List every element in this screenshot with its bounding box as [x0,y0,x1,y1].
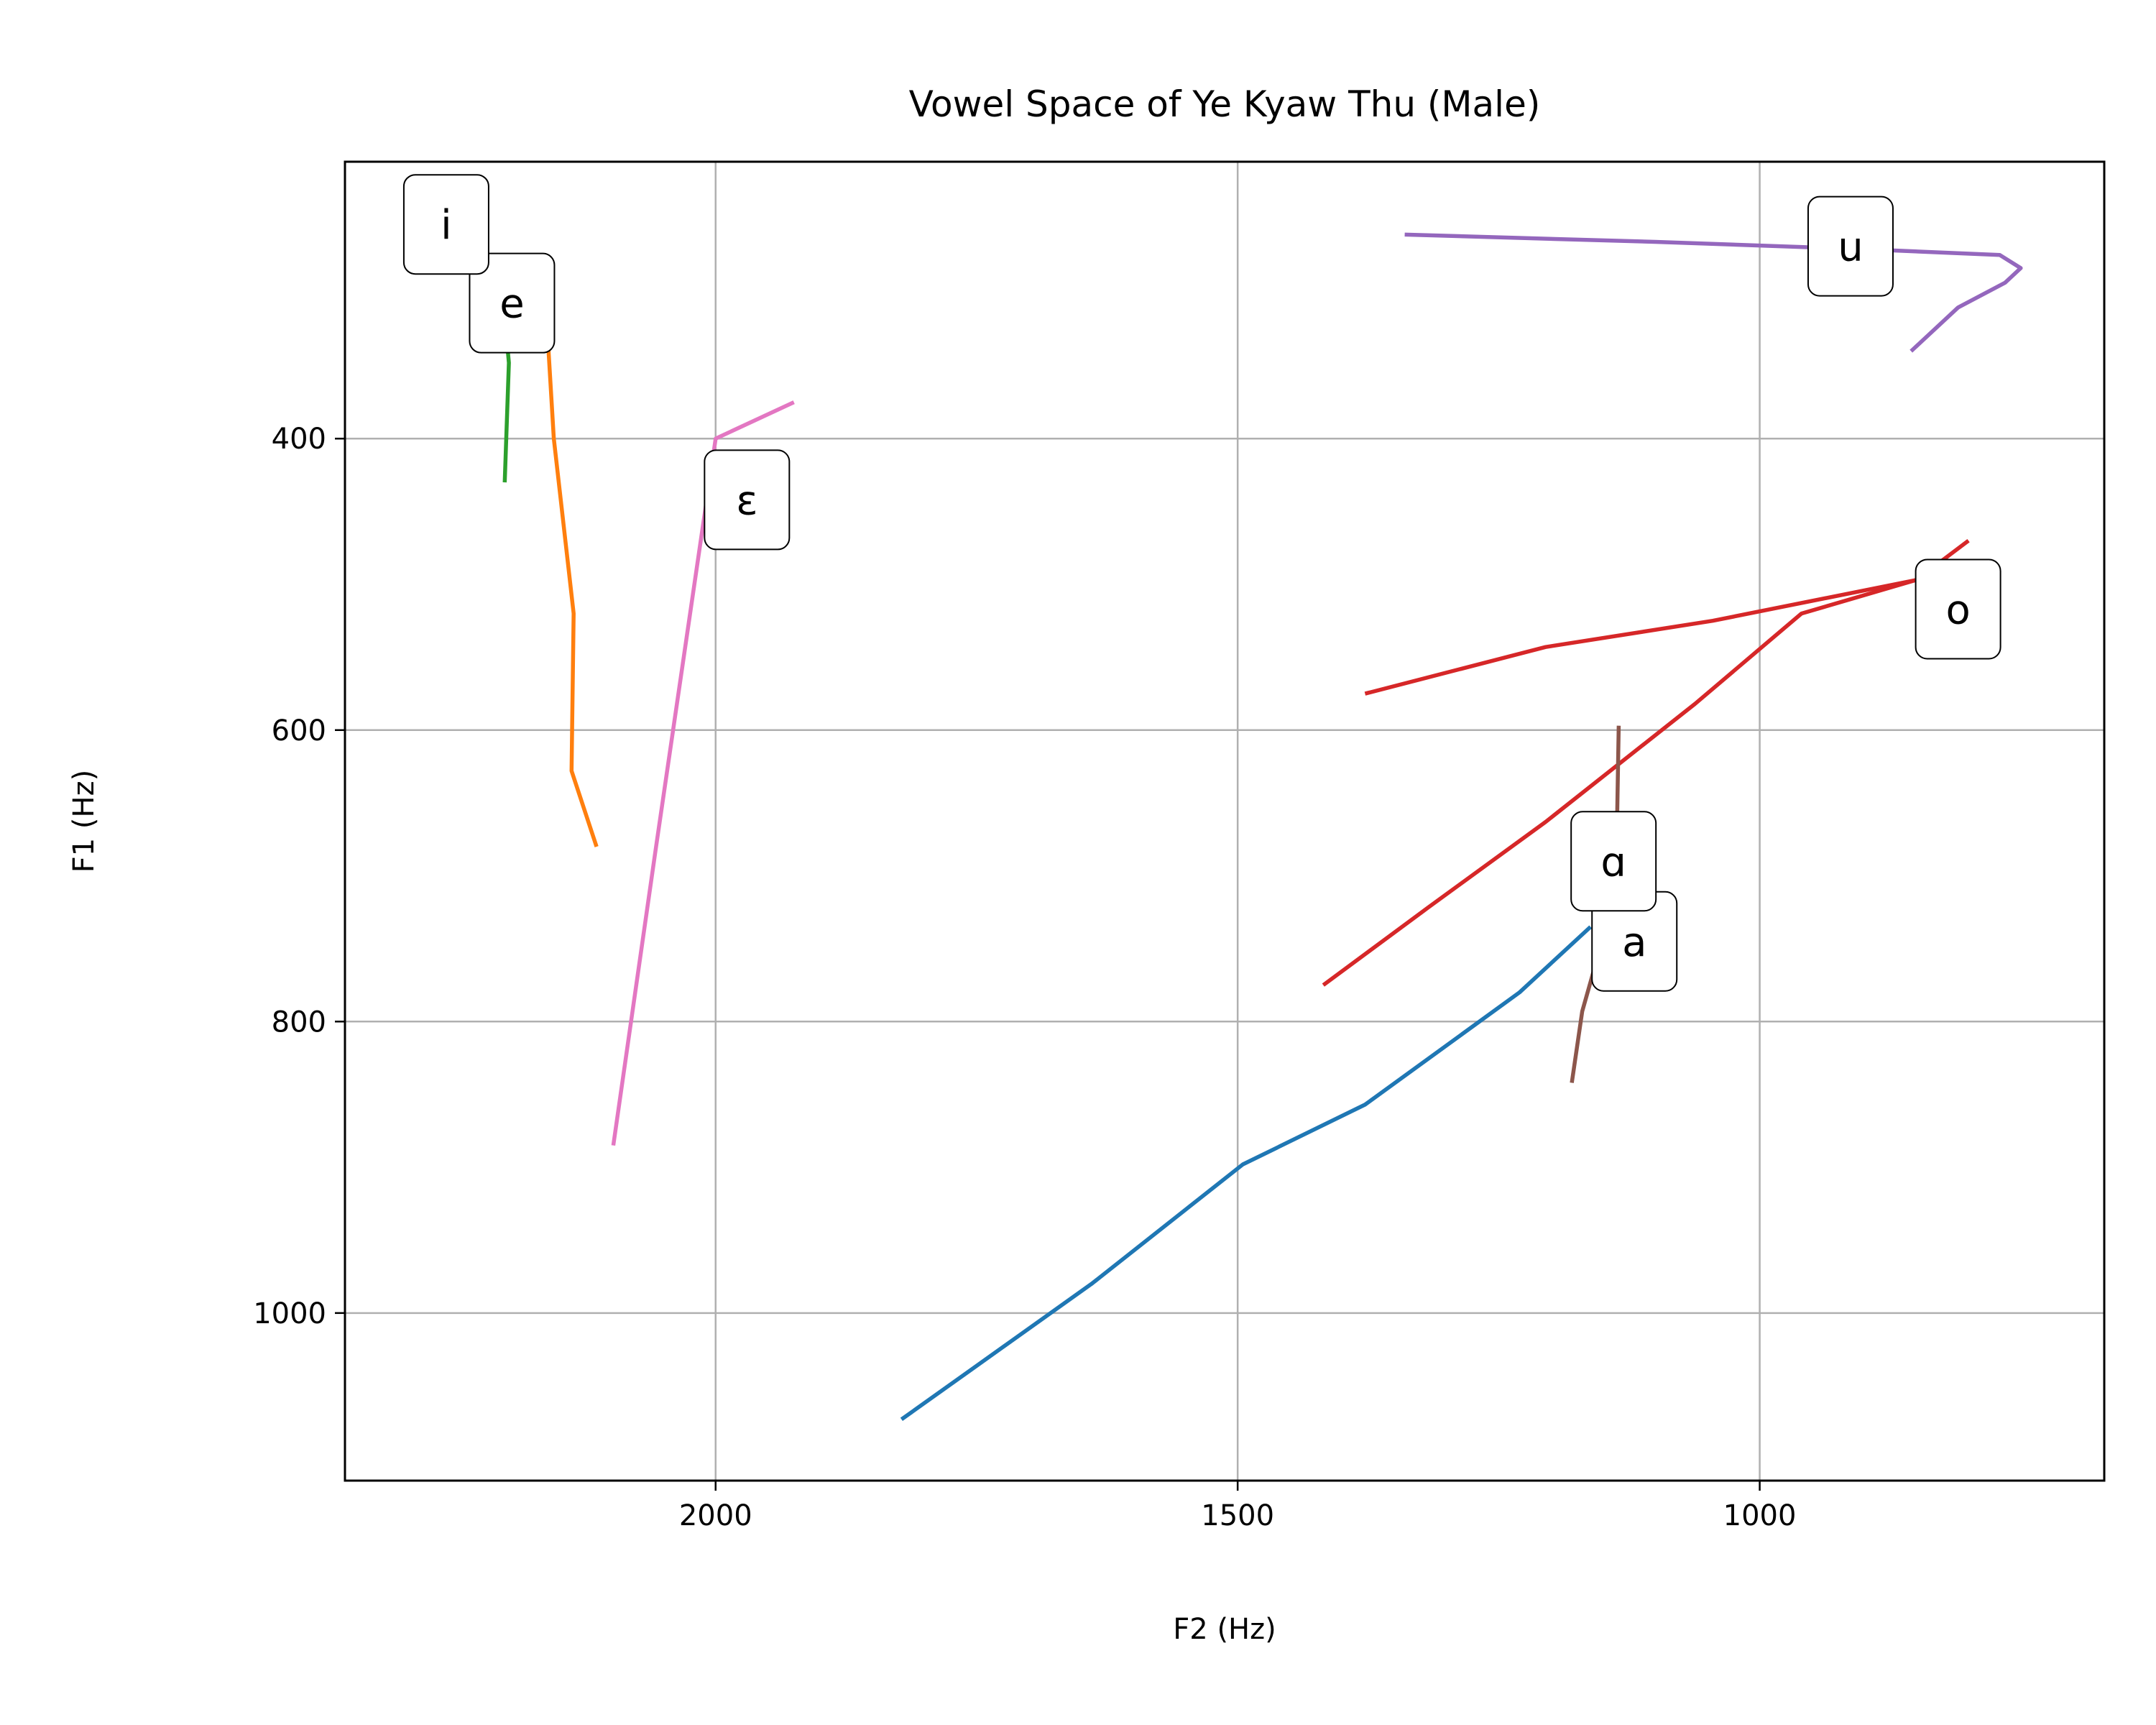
vowel-label-e: e [469,252,556,354]
y-tick-label: 600 [272,714,326,748]
vowel-labels: a ei o u ɑ ɛ [402,174,2001,992]
series-line-u [1404,232,2023,353]
y-axis-label: F1 (Hz) [68,770,101,873]
vowel-label-ɛ: ɛ [704,449,791,551]
axis-ticks: 2000 1500 1000 400 600 800 1000 [253,423,1796,1532]
vowel-label-text: i [441,202,452,249]
y-tick-label: 800 [272,1006,326,1039]
vowel-label-box [1807,196,1894,297]
vowel-label-o: o [1915,558,2001,660]
plot-area-frame [344,160,2106,1482]
vowel-label-text: u [1838,224,1864,271]
x-axis-label: F2 (Hz) [1173,1613,1276,1646]
series-line-ɛ [611,400,795,1146]
vowel-label-ɑ: ɑ [1570,811,1657,912]
series-line-a [900,925,1593,1422]
y-tick-label: 400 [272,423,326,456]
x-tick-label: 2000 [679,1499,752,1532]
grid [345,162,2104,1481]
vowel-label-text: o [1945,586,1970,633]
vowel-label-text: ɛ [736,477,757,524]
vowel-label-box [1570,811,1657,912]
vowel-label-text: ɑ [1600,839,1626,886]
vowel-label-box [1915,558,2001,660]
vowel-label-i: i [402,174,489,275]
vowel-label-text: a [1622,919,1646,966]
chart-title: Vowel Space of Ye Kyaw Thu (Male) [909,83,1541,125]
x-tick-label: 1500 [1201,1499,1274,1532]
vowel-label-u: u [1807,196,1894,297]
vowel-label-a: a [1591,891,1678,992]
vowel-label-box [704,449,791,551]
vowel-label-box [469,252,556,354]
series-line-o [1364,578,1917,696]
y-tick-label: 1000 [253,1297,326,1330]
x-tick-label: 1000 [1723,1499,1797,1532]
vowel-label-box [402,174,489,275]
vowel-label-text: e [499,281,524,328]
